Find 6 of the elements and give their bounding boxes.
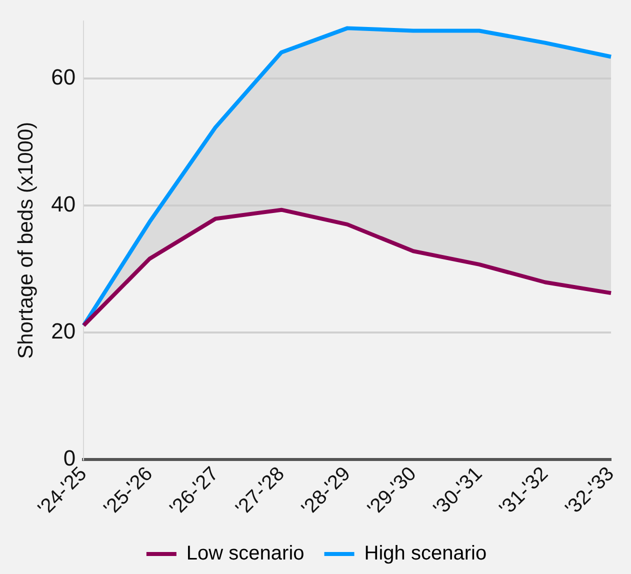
y-tick-label: 60 xyxy=(51,64,76,90)
legend-label: Low scenario xyxy=(186,542,304,565)
y-tick-label: 40 xyxy=(51,191,76,216)
legend-label: High scenario xyxy=(364,542,487,565)
y-tick-label: 20 xyxy=(51,318,76,344)
y-axis-title: Shortage of beds (x1000) xyxy=(14,122,38,359)
